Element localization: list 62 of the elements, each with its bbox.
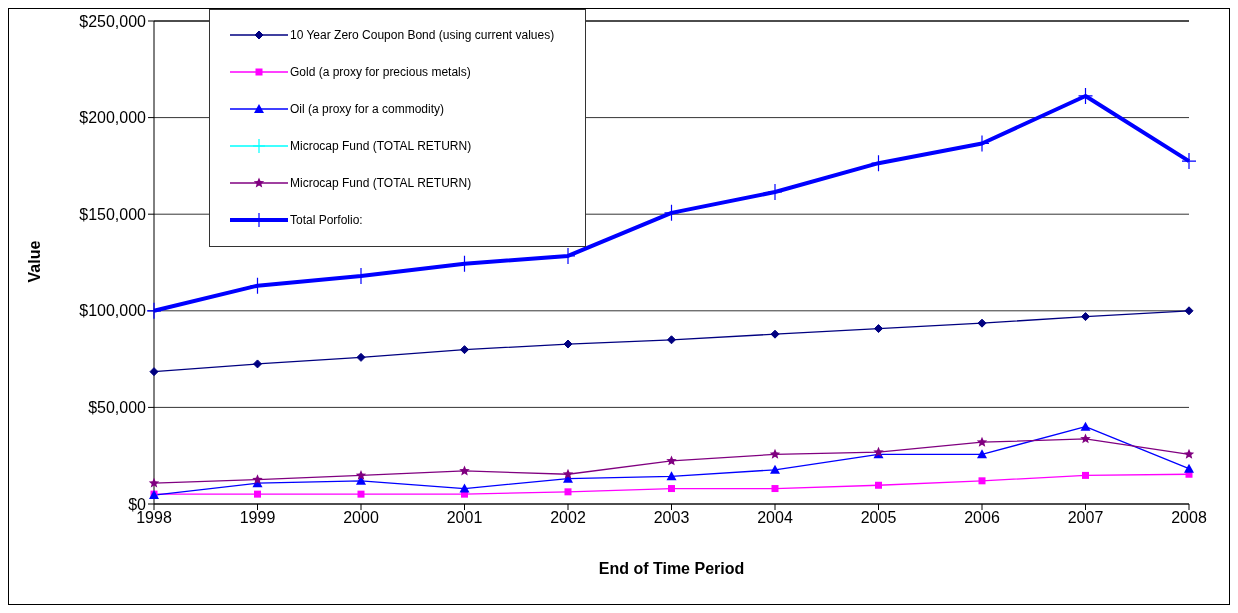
legend-label: Gold (a proxy for precious metals) xyxy=(290,64,471,79)
y-tick-label: $50,000 xyxy=(88,399,147,417)
point xyxy=(1184,463,1194,473)
x-tick-label: 2007 xyxy=(1067,509,1104,527)
point xyxy=(666,471,677,481)
point xyxy=(357,490,365,498)
y-tick-label: $150,000 xyxy=(79,205,147,223)
point xyxy=(253,359,262,369)
legend-label: 10 Year Zero Coupon Bond (using current values) xyxy=(290,27,555,42)
point xyxy=(148,477,160,488)
point xyxy=(1183,448,1195,459)
point xyxy=(460,345,469,355)
point xyxy=(459,483,470,493)
point xyxy=(769,448,781,459)
x-tick-label: 2003 xyxy=(653,509,690,527)
y-tick-label: $100,000 xyxy=(79,302,147,320)
legend-label: Microcap Fund (TOTAL RETURN) xyxy=(290,175,472,190)
point xyxy=(563,339,573,349)
point xyxy=(459,465,470,476)
point xyxy=(252,474,263,485)
point xyxy=(1080,421,1091,431)
point xyxy=(564,488,572,496)
point xyxy=(356,352,366,362)
point xyxy=(770,329,780,339)
point xyxy=(976,436,988,447)
x-axis-title: End of Time Period xyxy=(598,560,745,577)
y-tick-label: $200,000 xyxy=(79,109,147,127)
x-tick-label: 1999 xyxy=(239,509,276,527)
x-tick-label: 2001 xyxy=(446,509,483,527)
point xyxy=(355,469,367,480)
point xyxy=(977,318,987,328)
x-tick-label: 2006 xyxy=(964,509,1000,527)
point xyxy=(771,485,779,493)
x-tick-label: 2008 xyxy=(1171,509,1207,527)
point xyxy=(978,477,986,485)
x-tick-label: 2002 xyxy=(550,509,586,527)
point xyxy=(562,468,574,479)
point xyxy=(1080,433,1091,444)
legend-label: Total Porfolio: xyxy=(290,212,363,227)
x-tick-label: 2004 xyxy=(757,509,793,527)
point xyxy=(149,367,159,377)
point xyxy=(1184,306,1194,316)
point xyxy=(1081,312,1090,322)
legend-label: Oil (a proxy for a commodity) xyxy=(290,101,445,116)
point xyxy=(668,485,675,493)
y-tick-label: $250,000 xyxy=(79,12,147,30)
point xyxy=(663,204,680,222)
x-tick-label: 2000 xyxy=(343,509,379,527)
point xyxy=(667,335,676,345)
point xyxy=(1082,471,1089,479)
point xyxy=(977,449,987,459)
point xyxy=(1181,152,1197,170)
y-axis-title: Value xyxy=(25,240,43,283)
point xyxy=(146,302,162,320)
point xyxy=(874,324,883,334)
point xyxy=(770,464,780,474)
point xyxy=(254,490,261,498)
point xyxy=(875,481,882,489)
point xyxy=(666,455,677,466)
legend-label: Microcap Fund (TOTAL RETURN) xyxy=(290,138,472,153)
x-tick-label: 2005 xyxy=(860,509,897,527)
point xyxy=(1077,87,1094,105)
